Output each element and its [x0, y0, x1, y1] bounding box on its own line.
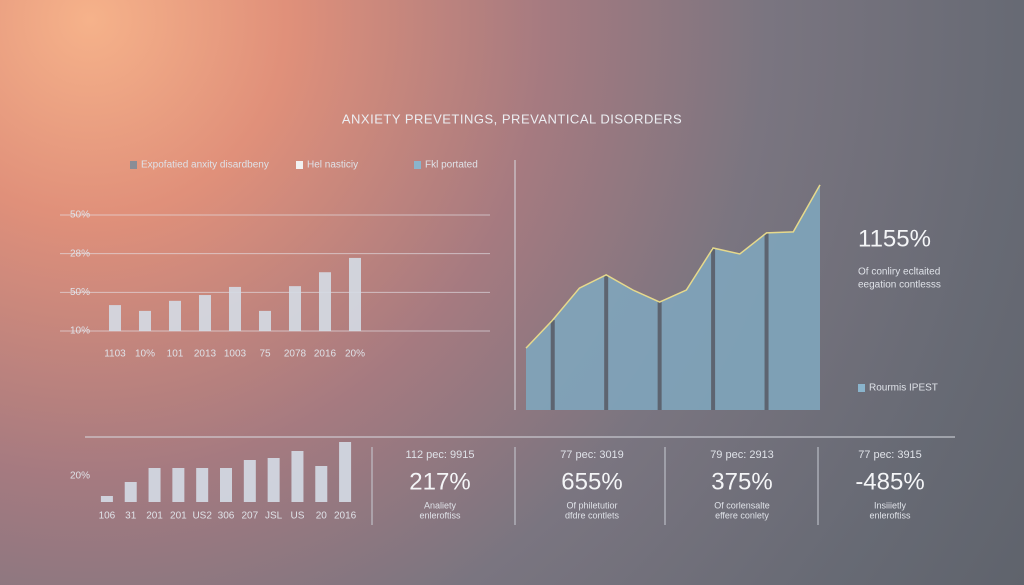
bar — [319, 272, 331, 331]
x-tick-label: 1003 — [224, 349, 247, 360]
bar — [267, 458, 280, 502]
stat-caption: dfdre contlets — [565, 510, 620, 520]
x-tick-label: 306 — [218, 511, 235, 522]
legend-swatch — [130, 161, 137, 169]
x-tick-label: US — [291, 511, 305, 522]
x-tick-label: 20% — [345, 349, 365, 360]
stat-caption: enleroftiss — [419, 510, 461, 520]
x-tick-label: 31 — [125, 511, 137, 522]
bar — [259, 310, 271, 331]
stat-caption: Of corlensalte — [714, 500, 770, 510]
stat-value: 1155% — [858, 225, 931, 252]
stat-caption: eegation contlesss — [858, 280, 941, 291]
stat-head: 79 pec: 2913 — [710, 449, 774, 461]
stat-caption: enleroftiss — [869, 510, 911, 520]
bar — [349, 257, 361, 331]
bar — [196, 468, 209, 502]
legend-label: Fkl portated — [425, 160, 478, 171]
area — [526, 184, 820, 410]
x-tick-label: 201 — [170, 511, 187, 522]
stat-caption: effere conlety — [715, 510, 769, 520]
bar — [169, 300, 181, 331]
legend-swatch — [414, 161, 421, 169]
x-tick-label: US2 — [192, 511, 212, 522]
x-tick-label: 207 — [241, 511, 258, 522]
x-tick-label: 10% — [135, 349, 155, 360]
legend-swatch — [296, 161, 303, 169]
x-tick-label: 2013 — [194, 349, 217, 360]
stat-value: 217% — [409, 468, 470, 495]
x-tick-label: 106 — [99, 511, 116, 522]
x-tick-label: 1103 — [104, 349, 126, 360]
legend-label: Expofatied anxity disardbeny — [141, 160, 269, 171]
bar — [100, 496, 113, 502]
x-tick-label: 2016 — [334, 511, 357, 522]
bar — [289, 286, 301, 331]
bar — [243, 460, 256, 502]
bar — [229, 286, 241, 331]
stat-caption: Insiiietly — [874, 500, 907, 510]
bar — [220, 468, 232, 502]
x-tick-label: 101 — [167, 349, 184, 360]
stat-caption: Of conliry ecltaited — [858, 267, 940, 278]
stat-value: 375% — [711, 468, 772, 495]
stat-caption: Of philetutior — [566, 500, 617, 510]
x-tick-label: 2078 — [284, 349, 307, 360]
legend-swatch — [858, 384, 865, 392]
stat-head: 77 pec: 3915 — [858, 449, 922, 461]
bar — [315, 466, 328, 502]
bar — [148, 468, 161, 502]
x-tick-label: 20 — [316, 511, 328, 522]
stat-value: 655% — [561, 468, 622, 495]
bar — [109, 305, 121, 331]
y-tick-label: 20% — [70, 471, 90, 482]
title: ANXIETY PREVETINGS, PREVANTICAL DISORDER… — [342, 111, 682, 126]
bar — [199, 295, 211, 331]
stat-head: 77 pec: 3019 — [560, 449, 624, 461]
x-tick-label: 2016 — [314, 349, 337, 360]
bar — [124, 482, 137, 502]
line — [525, 184, 821, 349]
x-tick-label: 201 — [146, 511, 163, 522]
bar — [339, 442, 352, 502]
legend-label: Rourmis IPEST — [869, 383, 938, 394]
stat-caption: Analiety — [424, 500, 457, 510]
x-tick-label: 75 — [259, 349, 271, 360]
bar — [139, 310, 151, 331]
stat-value: -485% — [855, 468, 924, 495]
stat-head: 112 pec: 9915 — [406, 449, 475, 461]
bar — [291, 451, 304, 502]
x-tick-label: JSL — [265, 511, 283, 522]
legend-label: Hel nasticiy — [307, 160, 358, 171]
bar — [172, 468, 185, 502]
